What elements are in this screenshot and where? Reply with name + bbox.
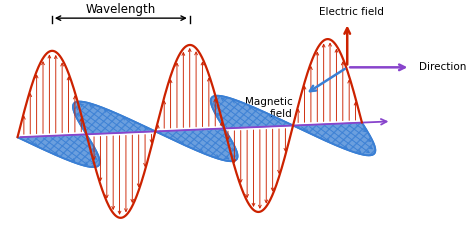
Text: Magnetic
field: Magnetic field	[245, 97, 293, 118]
Polygon shape	[17, 135, 100, 167]
Polygon shape	[211, 96, 294, 129]
Polygon shape	[73, 102, 156, 135]
Polygon shape	[293, 123, 375, 156]
Text: Wavelength: Wavelength	[86, 3, 156, 16]
Polygon shape	[156, 129, 238, 161]
Text: Electric field: Electric field	[319, 7, 384, 17]
Text: Direction: Direction	[418, 62, 466, 72]
